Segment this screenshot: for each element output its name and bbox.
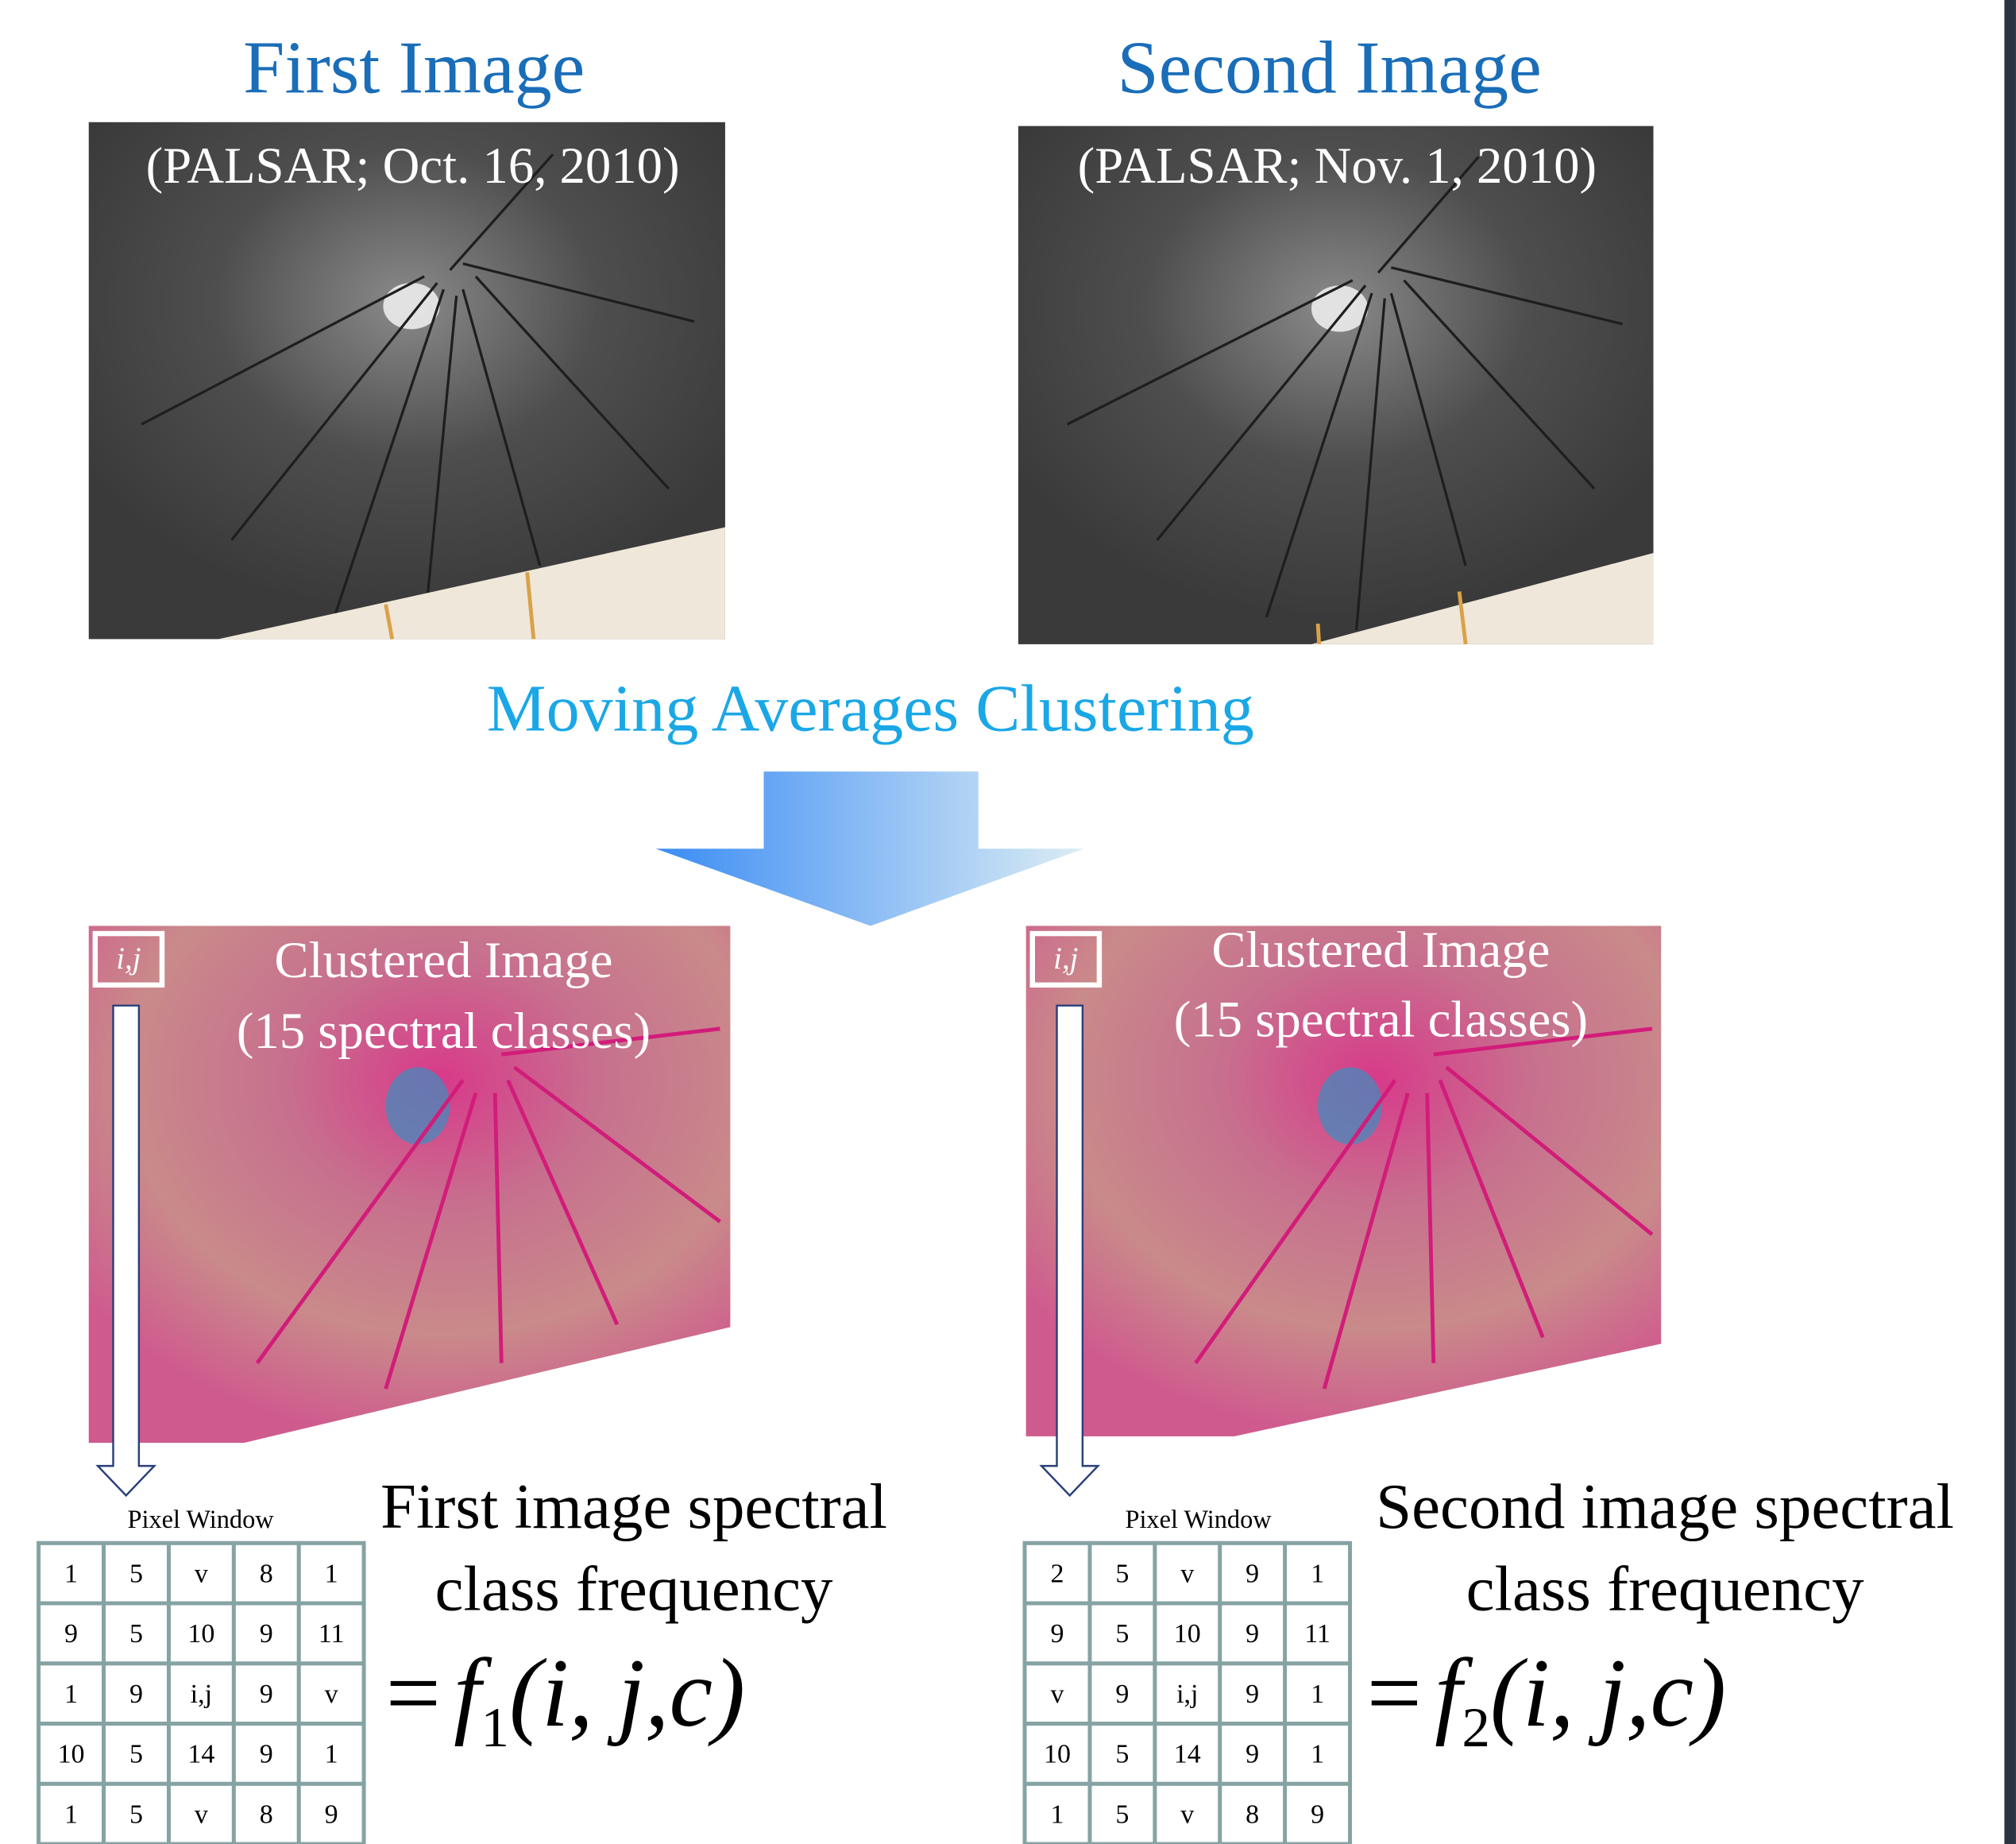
pixel-cell-value: 8 — [260, 1559, 273, 1588]
pixel-cell-value: v — [325, 1680, 338, 1709]
pixel-cell-value: 8 — [260, 1800, 273, 1829]
frequency-description: Second image spectral — [1376, 1471, 1954, 1542]
pixel-cell-value: 11 — [319, 1619, 345, 1649]
pixel-cell-value: 10 — [58, 1740, 85, 1769]
formula-equals: = — [1367, 1638, 1422, 1747]
first-image-title: First Image — [243, 27, 585, 110]
pixel-cell-value: 14 — [187, 1740, 214, 1769]
pixel-cell-value: 1 — [64, 1800, 78, 1829]
clustered-title: Clustered Image — [274, 932, 612, 989]
pixel-cell-value: 9 — [1246, 1680, 1259, 1709]
process-label: Moving Averages Clustering — [487, 671, 1254, 745]
pixel-cell-value: 5 — [1115, 1559, 1129, 1588]
first-image-caption: (PALSAR; Oct. 16, 2010) — [146, 137, 680, 195]
pixel-cell-value: 10 — [1044, 1740, 1071, 1769]
pixel-cell-value: 5 — [129, 1619, 143, 1649]
pixel-cell-value: 9 — [1050, 1619, 1064, 1649]
frequency-description: First image spectral — [380, 1471, 887, 1542]
pixel-cell-value: 9 — [1311, 1800, 1324, 1829]
pixel-cell-value: 9 — [1246, 1740, 1259, 1769]
pixel-cell-value: 5 — [129, 1800, 143, 1829]
formula-args: (i, j,c) — [1490, 1638, 1726, 1747]
slide: First Image Second Image (PALSAR; Oct. 1… — [0, 0, 2016, 1844]
second-image-title: Second Image — [1117, 27, 1541, 110]
pixel-cell-value: 8 — [1246, 1800, 1259, 1829]
pixel-cell-value: v — [195, 1559, 208, 1588]
pixel-cell-value: 9 — [260, 1740, 273, 1769]
pixel-cell-value: 10 — [1174, 1619, 1201, 1649]
pixel-cell-value: 1 — [1311, 1559, 1324, 1588]
pixel-cell-value: 1 — [1311, 1680, 1324, 1709]
clustered-subtitle: (15 spectral classes) — [237, 1003, 651, 1060]
second-image-caption: (PALSAR; Nov. 1, 2010) — [1078, 137, 1597, 195]
pixel-cell-value: 1 — [1050, 1800, 1064, 1829]
pixel-cell-value: 9 — [260, 1619, 273, 1649]
formula-args: (i, j,c) — [509, 1638, 745, 1747]
pixel-cell-value: 2 — [1050, 1559, 1064, 1588]
pixel-cell-value: 9 — [1115, 1680, 1129, 1709]
pixel-cell-value: v — [1180, 1800, 1194, 1829]
pixel-cell-value: 1 — [325, 1559, 338, 1588]
first-sar-image — [89, 122, 725, 640]
frequency-formula: =f2(i, j,c) — [1367, 1638, 1726, 1759]
pixel-window-title: Pixel Window — [127, 1506, 274, 1534]
pixel-cell-value: 1 — [64, 1680, 78, 1709]
pixel-cell-value: 9 — [260, 1680, 273, 1709]
pixel-cell-value: 5 — [129, 1559, 143, 1588]
right-border — [2004, 0, 2016, 1844]
window-marker-label: i,j — [1053, 941, 1078, 976]
frequency-description: class frequency — [435, 1552, 833, 1624]
pixel-cell-value: 5 — [1115, 1740, 1129, 1769]
formula-subscript: 1 — [481, 1697, 509, 1759]
process-arrow — [656, 771, 1084, 926]
pixel-cell-value: 9 — [1246, 1559, 1259, 1588]
formula-subscript: 2 — [1462, 1697, 1490, 1759]
pixel-cell-value: 9 — [129, 1680, 143, 1709]
pixel-cell-value: 1 — [1311, 1740, 1324, 1769]
pixel-cell-value: 9 — [64, 1619, 78, 1649]
pixel-cell-value: 5 — [1115, 1800, 1129, 1829]
pixel-cell-value: 5 — [129, 1740, 143, 1769]
pixel-cell-value: v — [1050, 1680, 1064, 1709]
pixel-cell-value: i,j — [191, 1680, 212, 1709]
clustered-title: Clustered Image — [1211, 922, 1550, 979]
pixel-cell-value: 9 — [325, 1800, 338, 1829]
pixel-window-title: Pixel Window — [1125, 1506, 1272, 1534]
pixel-cell-value: 11 — [1304, 1619, 1330, 1649]
pixel-cell-value: i,j — [1176, 1680, 1198, 1709]
pixel-cell-value: 14 — [1174, 1740, 1201, 1769]
frequency-formula: =f1(i, j,c) — [386, 1638, 745, 1759]
formula-equals: = — [386, 1638, 441, 1747]
pixel-cell-value: 10 — [187, 1619, 214, 1649]
frequency-description: class frequency — [1466, 1552, 1864, 1624]
clustered-subtitle: (15 spectral classes) — [1174, 992, 1588, 1049]
pixel-cell-value: 5 — [1115, 1619, 1129, 1649]
window-marker-label: i,j — [116, 941, 141, 976]
pixel-cell-value: v — [195, 1800, 208, 1829]
pixel-cell-value: 1 — [64, 1559, 78, 1588]
pixel-cell-value: v — [1180, 1559, 1194, 1588]
second-sar-image — [1018, 126, 1654, 644]
pixel-cell-value: 9 — [1246, 1619, 1259, 1649]
pixel-cell-value: 1 — [325, 1740, 338, 1769]
